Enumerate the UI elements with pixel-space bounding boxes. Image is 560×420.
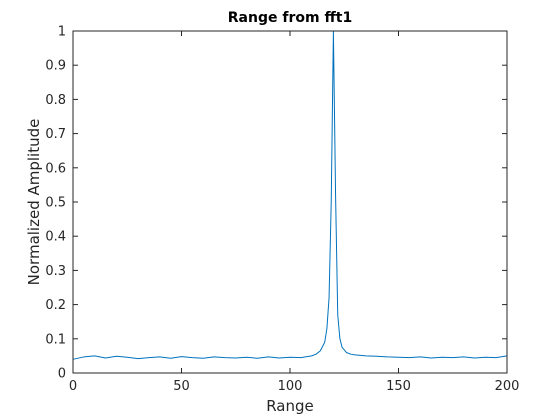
y-tick-label: 0.9 <box>45 59 66 74</box>
x-tick-label: 50 <box>173 379 190 394</box>
series-line <box>72 30 508 360</box>
x-tick-label: 200 <box>495 379 520 394</box>
y-tick-label: 0 <box>58 367 66 382</box>
chart-axes: 0 50 100 150 200 0 0.1 0.2 0.3 0.4 0.5 0.6 0.7 0.8 0.9… <box>45 25 519 395</box>
y-tick-label: 0.4 <box>45 230 66 245</box>
y-tick-label: 0.5 <box>45 196 66 211</box>
y-tick-label: 1 <box>58 25 66 40</box>
y-axis-title: Normalized Amplitude <box>25 119 43 286</box>
chart-title: Range from fft1 <box>228 10 352 26</box>
y-tick-label: 0.2 <box>45 298 66 313</box>
x-axis-title: Range <box>266 397 314 415</box>
y-tick-label: 0.6 <box>45 161 66 176</box>
x-tick-label: 0 <box>69 379 77 394</box>
y-tick-label: 0.3 <box>45 264 66 279</box>
x-tick-label: 150 <box>386 379 411 394</box>
y-tick-label: 0.1 <box>45 332 66 347</box>
y-tick-label: 0.8 <box>45 93 66 108</box>
chart-marks <box>72 30 508 360</box>
plot-area <box>73 31 507 373</box>
x-tick-label: 100 <box>278 379 303 394</box>
y-tick-label: 0.7 <box>45 127 66 142</box>
